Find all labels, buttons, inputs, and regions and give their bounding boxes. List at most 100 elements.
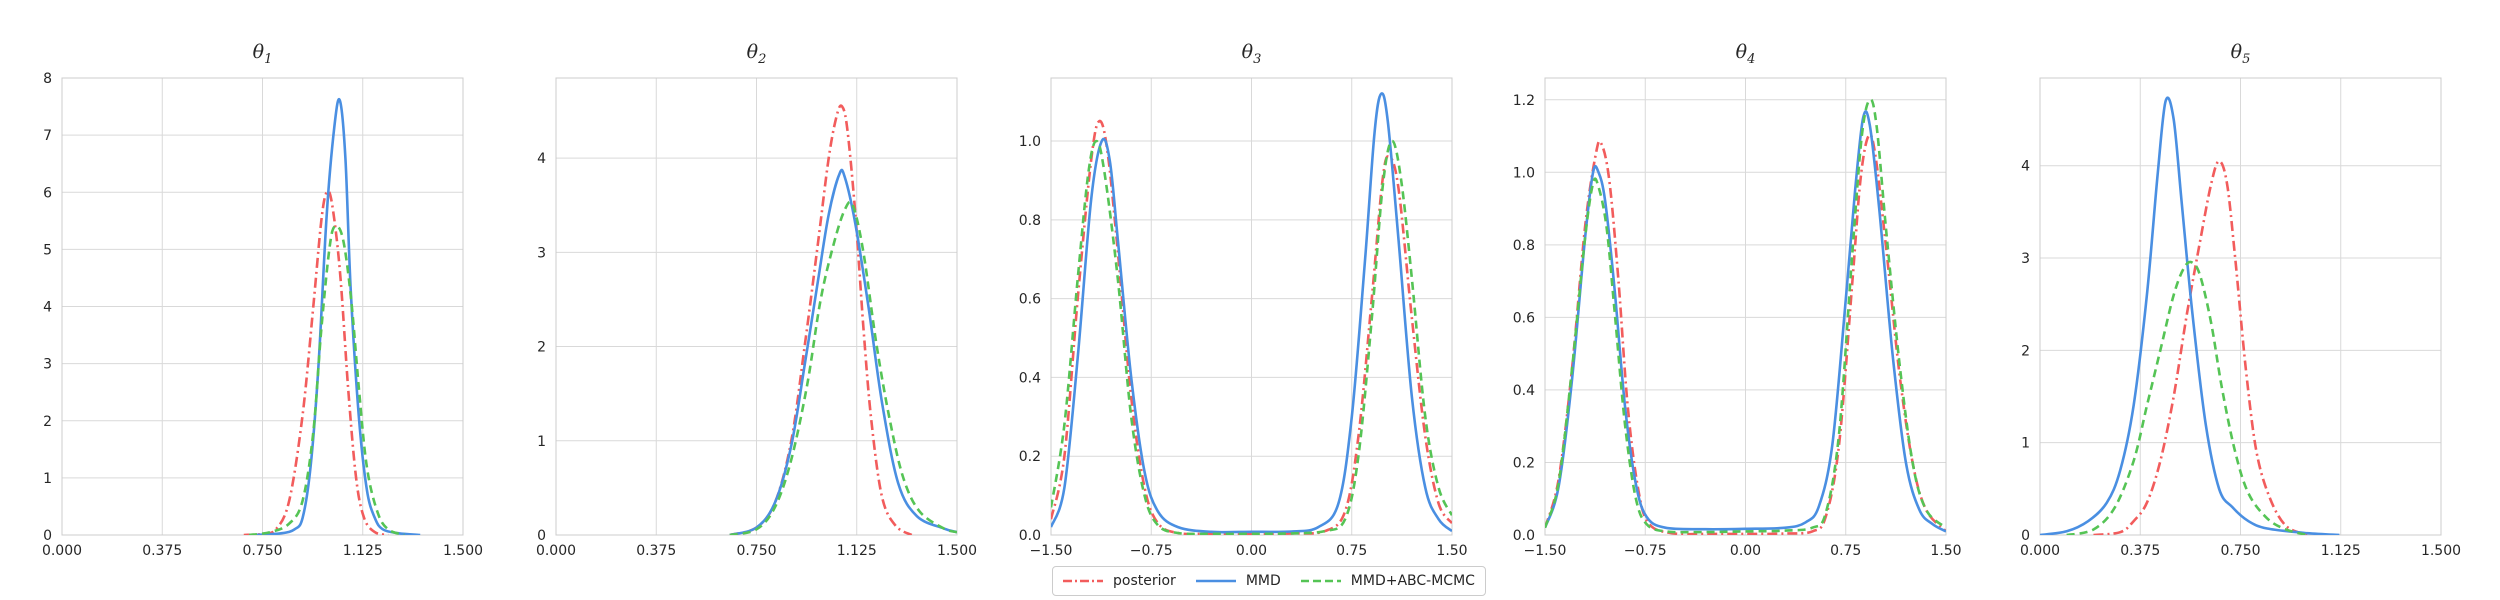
series-line-mmd	[254, 98, 421, 535]
legend-swatch-posterior	[1063, 579, 1103, 583]
subplot-2: 0.000 0.375 0.750 1.125 1.500 0 1 2 3 4 θ2	[536, 41, 977, 559]
x-tick-label: 1.50	[1436, 543, 1467, 559]
x-tick-label: 1.125	[2321, 543, 2361, 559]
y-tick-label: 0.6	[1019, 292, 1041, 308]
x-tick-label: 0.00	[1730, 543, 1761, 559]
subplot-title: θ2	[747, 41, 767, 67]
y-tick-label: 2	[537, 340, 546, 356]
y-tick-label: 5	[43, 242, 52, 258]
x-tick-label: −0.75	[1624, 543, 1667, 559]
subplot-title: θ1	[253, 41, 273, 67]
series-line-mmd-abc-mcmc	[248, 224, 405, 535]
x-tick-label: 0.375	[2120, 543, 2160, 559]
legend-swatch-mmd	[1195, 579, 1236, 583]
y-tick-label: 0.2	[1513, 455, 1535, 471]
y-tick-label: 8	[43, 71, 52, 87]
x-tick-label: 1.500	[937, 543, 977, 559]
plot-frame	[555, 77, 958, 536]
y-tick-label: 0.4	[1513, 383, 1535, 399]
x-tick-label: 0.75	[1830, 543, 1861, 559]
subplot-3: −1.50 −0.75 0.00 0.75 1.50 0.0 0.2 0.4 0.6 0.8 1.0…	[1019, 41, 1468, 559]
subplot-title-subscript: 3	[1253, 52, 1261, 67]
x-tick-label: 0.375	[636, 543, 676, 559]
x-tick-label: 1.500	[2421, 543, 2461, 559]
x-tick-label: 1.50	[1930, 543, 1961, 559]
legend-label-mmd-abc-mcmc: MMD+ABC-MCMC	[1350, 573, 1475, 589]
y-tick-label: 0.2	[1019, 449, 1041, 465]
series-line-mmd	[1051, 92, 1452, 534]
y-tick-label: 1	[537, 434, 546, 450]
legend-label-posterior: posterior	[1113, 573, 1176, 589]
y-tick-label: 3	[43, 357, 52, 373]
y-tick-label: 3	[537, 245, 546, 261]
y-tick-label: 6	[43, 185, 52, 201]
x-tick-label: 0.00	[1236, 543, 1267, 559]
series-line-posterior	[729, 104, 913, 535]
y-tick-label: 4	[43, 300, 52, 316]
y-tick-label: 4	[2021, 159, 2030, 175]
legend-item-mmd-abc-mcmc: MMD+ABC-MCMC	[1300, 573, 1475, 589]
series-line-posterior	[2093, 159, 2308, 535]
series-line-mmd	[2040, 96, 2340, 535]
subplot-1: 0.000 0.375 0.750 1.125 1.500 0 1 2 3 4 5 6 7 8 θ1	[42, 41, 483, 559]
x-tick-label: 1.500	[443, 543, 483, 559]
subplot-title-subscript: 5	[2242, 52, 2250, 67]
legend-label-mmd: MMD	[1245, 573, 1281, 589]
y-tick-label: 1.0	[1019, 134, 1041, 150]
subplot-4: −1.50 −0.75 0.00 0.75 1.50 0.0 0.2 0.4 0.6 0.8 1.0…	[1513, 41, 1962, 559]
x-tick-label: 0.750	[242, 543, 282, 559]
x-tick-label: 0.750	[2220, 543, 2260, 559]
y-tick-label: 2	[43, 414, 52, 430]
legend: posterior MMD MMD+ABC-MCMC	[1052, 566, 1486, 596]
y-tick-label: 0.0	[1513, 528, 1535, 544]
y-tick-label: 2	[2021, 343, 2030, 359]
x-tick-label: 0.000	[42, 543, 82, 559]
x-tick-label: 0.000	[536, 543, 576, 559]
y-tick-label: 1.2	[1513, 93, 1535, 109]
series-line-mmd-abc-mcmc	[2066, 260, 2308, 535]
x-tick-label: 0.75	[1336, 543, 1367, 559]
subplot-title: θ4	[1736, 41, 1756, 67]
y-tick-label: 0	[2021, 528, 2030, 544]
y-tick-label: 0.6	[1513, 310, 1535, 326]
series-line-mmd-abc-mcmc	[1051, 139, 1452, 535]
legend-item-posterior: posterior	[1063, 573, 1176, 589]
series-line-mmd-abc-mcmc	[1545, 98, 1946, 534]
plot-frame	[1544, 77, 1947, 536]
subplot-title: θ5	[2231, 41, 2251, 67]
y-tick-label: 0.8	[1513, 238, 1535, 254]
y-tick-label: 1	[2021, 436, 2030, 452]
y-tick-label: 3	[2021, 251, 2030, 267]
y-tick-label: 0.0	[1019, 528, 1041, 544]
x-tick-label: 1.125	[837, 543, 877, 559]
x-tick-label: 0.000	[2020, 543, 2060, 559]
series-line-posterior	[243, 189, 389, 535]
x-tick-label: −1.50	[1524, 543, 1567, 559]
subplot-title-subscript: 2	[757, 52, 766, 67]
legend-item-mmd: MMD	[1195, 573, 1281, 589]
x-tick-label: 1.125	[343, 543, 383, 559]
x-tick-label: −0.75	[1130, 543, 1173, 559]
y-tick-label: 4	[537, 151, 546, 167]
series-line-posterior	[1545, 133, 1946, 535]
y-tick-label: 0.4	[1019, 370, 1041, 386]
y-tick-label: 1	[43, 471, 52, 487]
y-tick-label: 0	[43, 528, 52, 544]
subplot-title-subscript: 1	[264, 52, 272, 67]
subplot-title: θ3	[1242, 41, 1262, 67]
y-tick-label: 1.0	[1513, 165, 1535, 181]
y-tick-label: 0.8	[1019, 213, 1041, 229]
x-tick-label: 0.375	[142, 543, 182, 559]
x-tick-label: 0.750	[736, 543, 776, 559]
subplot-5: 0.000 0.375 0.750 1.125 1.500 0 1 2 3 4 θ5	[2020, 41, 2461, 559]
y-tick-label: 7	[43, 128, 52, 144]
series-line-mmd	[1545, 110, 1946, 533]
y-tick-label: 0	[537, 528, 546, 544]
legend-swatch-mmd-abc-mcmc	[1300, 579, 1341, 583]
subplot-title-subscript: 4	[1746, 52, 1755, 67]
series-line-mmd-abc-mcmc	[729, 200, 957, 535]
plot-frame	[2039, 77, 2442, 536]
x-tick-label: −1.50	[1030, 543, 1073, 559]
series-line-mmd	[729, 168, 957, 535]
